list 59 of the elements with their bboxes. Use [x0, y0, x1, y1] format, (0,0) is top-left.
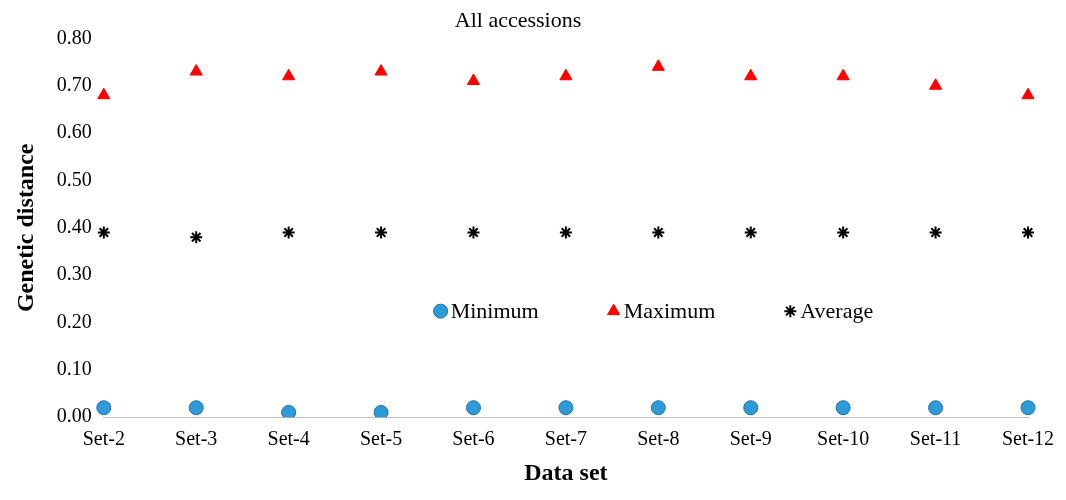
point	[374, 225, 389, 240]
x-tick-label: Set-9	[729, 427, 772, 450]
point	[188, 400, 204, 416]
legend-label: Minimum	[450, 297, 539, 323]
y-tick-label: 0.80	[56, 25, 92, 48]
point	[373, 404, 389, 418]
point	[836, 68, 850, 81]
point	[928, 400, 944, 416]
point	[928, 225, 943, 240]
chart-title: All accessions	[454, 6, 582, 32]
point	[743, 225, 758, 240]
x-tick-label: Set-5	[359, 427, 403, 450]
point	[836, 225, 851, 240]
point	[743, 400, 759, 416]
point	[744, 68, 758, 81]
point	[189, 230, 204, 245]
point	[1021, 225, 1035, 240]
point	[651, 59, 665, 71]
point	[374, 64, 388, 76]
x-tick-label: Set-8	[637, 427, 680, 450]
y-tick-label: 0.10	[56, 357, 92, 380]
y-tick-label: 0.40	[56, 215, 92, 238]
y-tick-label: 0.00	[56, 404, 92, 427]
point	[282, 68, 296, 81]
point	[558, 225, 573, 240]
y-tick-label: 0.60	[56, 120, 92, 143]
point	[558, 400, 574, 416]
point	[466, 73, 481, 86]
y-tick-label: 0.20	[56, 309, 92, 332]
x-tick-label: Set-6	[452, 427, 495, 450]
point	[96, 225, 111, 240]
x-tick-label: Set-11	[909, 427, 962, 450]
point	[650, 400, 666, 416]
point	[281, 404, 297, 418]
point	[559, 68, 573, 81]
y-tick-label: 0.30	[56, 262, 92, 285]
point	[189, 64, 203, 76]
point	[651, 225, 666, 240]
x-tick-label: Set-3	[175, 427, 218, 450]
point	[835, 400, 851, 416]
x-axis-title: Data set	[524, 458, 608, 485]
point	[1021, 87, 1035, 100]
point	[466, 225, 481, 240]
y-axis-title: Genetic distance	[11, 143, 38, 313]
x-tick-label: Set-12	[1001, 427, 1055, 450]
point	[281, 225, 296, 240]
x-tick-label: Set-4	[267, 427, 310, 450]
x-tick-label: Set-2	[82, 427, 125, 450]
point	[465, 400, 481, 416]
point	[97, 87, 111, 100]
point	[1020, 400, 1036, 416]
legend-label: Maximum	[623, 297, 716, 323]
y-tick-label: 0.70	[56, 73, 92, 95]
y-tick-label: 0.50	[56, 167, 92, 190]
x-tick-label: Set-10	[817, 427, 870, 450]
point	[929, 78, 943, 90]
x-tick-label: Set-7	[544, 427, 588, 450]
point	[96, 400, 112, 416]
legend-label: Average	[800, 297, 874, 323]
